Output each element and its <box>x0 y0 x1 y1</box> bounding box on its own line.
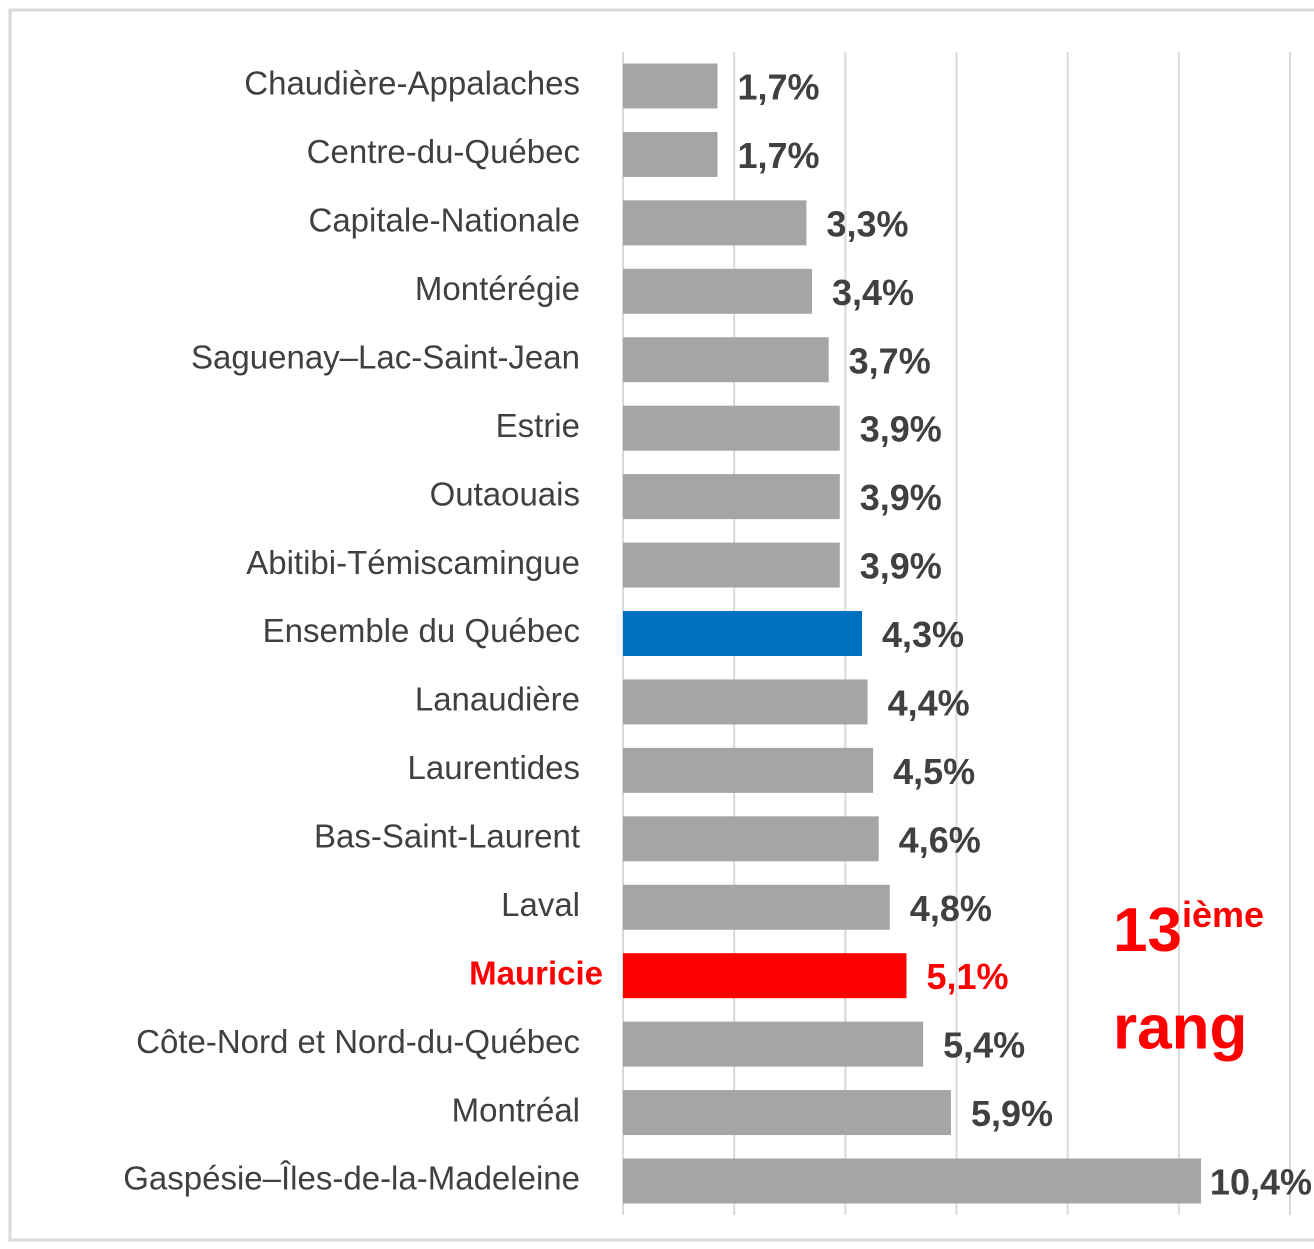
category-label: Centre-du-Québec <box>307 133 580 170</box>
category-label: Chaudière-Appalaches <box>244 65 580 102</box>
value-label: 3,9% <box>860 546 942 587</box>
category-label: Côte-Nord et Nord-du-Québec <box>136 1023 580 1060</box>
value-label: 5,1% <box>926 956 1008 997</box>
category-label: Capitale-Nationale <box>309 202 581 239</box>
category-label: Laurentides <box>408 749 580 786</box>
bar <box>623 611 863 656</box>
bar <box>623 884 890 930</box>
category-label: Montérégie <box>415 270 580 307</box>
value-label: 4,5% <box>893 751 975 792</box>
bar <box>623 747 874 793</box>
category-label: Outaouais <box>430 475 580 512</box>
category-label: Abitibi-Témiscamingue <box>246 544 580 581</box>
bar <box>623 268 812 314</box>
annotation-suffix: ième <box>1182 894 1264 935</box>
bar <box>623 1021 924 1067</box>
value-label: 3,9% <box>860 477 942 518</box>
bar <box>623 200 807 246</box>
bar <box>623 474 840 520</box>
annotation-number: 13 <box>1113 896 1182 965</box>
value-label: 4,8% <box>910 888 992 929</box>
category-label: Lanaudière <box>415 681 580 718</box>
bar <box>623 1158 1202 1204</box>
bar <box>623 131 718 177</box>
annotation-text: rang <box>1113 993 1247 1062</box>
value-label: 4,6% <box>899 819 981 860</box>
value-label: 1,7% <box>737 67 819 108</box>
bar <box>623 405 840 451</box>
value-label: 5,9% <box>971 1093 1053 1134</box>
category-label: Ensemble du Québec <box>263 612 580 649</box>
bar <box>623 63 718 109</box>
category-label: Estrie <box>496 407 580 444</box>
bar <box>623 1090 951 1136</box>
bar <box>623 816 879 862</box>
category-label: Gaspésie–Îles-de-la-Madeleine <box>123 1160 580 1197</box>
category-label: Mauricie <box>469 954 603 991</box>
value-label: 3,4% <box>832 272 914 313</box>
value-label: 4,3% <box>882 614 964 655</box>
value-label: 4,4% <box>888 682 970 723</box>
value-label: 3,7% <box>849 340 931 381</box>
value-label: 3,9% <box>860 409 942 450</box>
category-label: Laval <box>501 886 580 923</box>
value-label: 3,3% <box>826 203 908 244</box>
annotation: 13ième <box>1113 894 1264 966</box>
category-label: Montréal <box>452 1091 580 1128</box>
value-label: 10,4% <box>1210 1162 1312 1203</box>
value-label: 1,7% <box>737 135 819 176</box>
bar <box>623 679 868 725</box>
category-label: Bas-Saint-Laurent <box>314 818 580 855</box>
bar <box>623 953 907 999</box>
bar <box>623 542 840 588</box>
category-label: Saguenay–Lac-Saint-Jean <box>191 338 580 375</box>
value-label: 5,4% <box>943 1025 1025 1066</box>
bar <box>623 337 829 383</box>
